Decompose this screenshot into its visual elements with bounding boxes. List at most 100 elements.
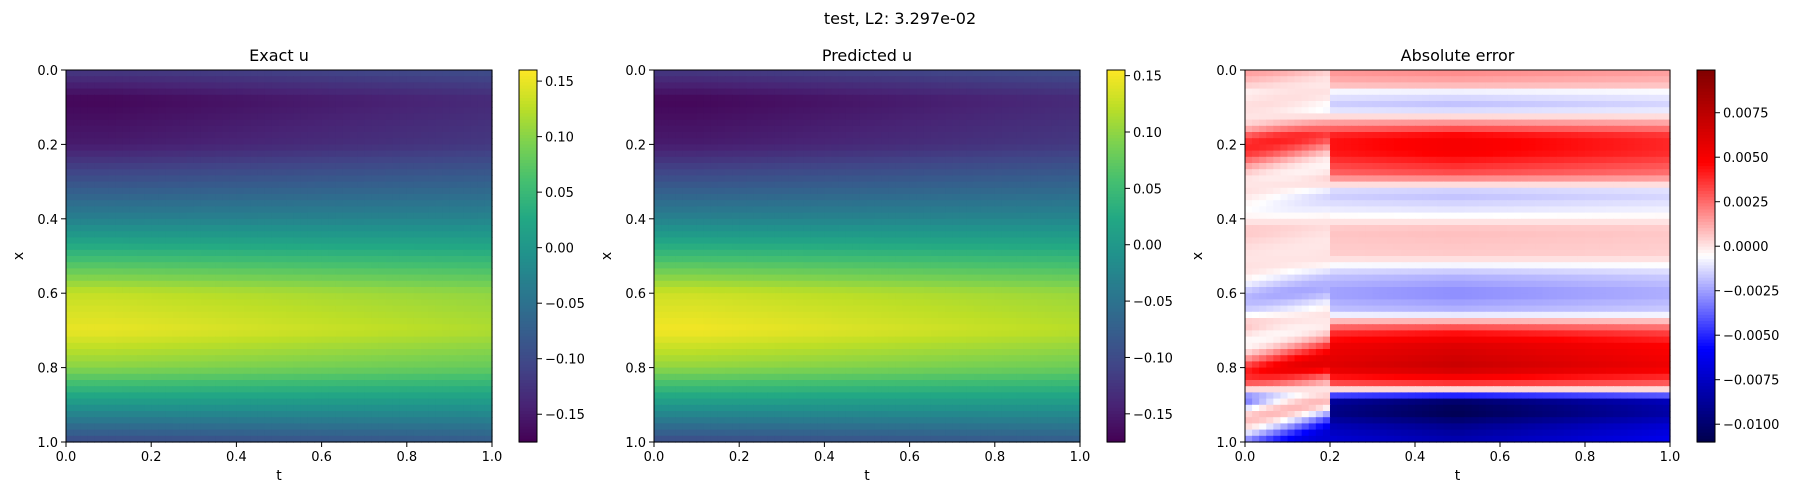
heatmap-cell: [321, 349, 330, 356]
heatmap-cell: [229, 287, 237, 294]
heatmap-cell: [357, 175, 365, 183]
heatmap-cell: [845, 107, 854, 114]
heatmap-cell: [200, 342, 209, 350]
heatmap-cell: [1030, 70, 1038, 77]
heatmap-cell: [874, 101, 882, 108]
heatmap-cell: [179, 423, 188, 431]
heatmap-cell: [264, 355, 273, 362]
heatmap-cell: [1037, 113, 1046, 121]
heatmap-cell: [668, 70, 676, 77]
heatmap-cell: [229, 225, 237, 232]
heatmap-cell: [208, 361, 216, 369]
heatmap-cell: [399, 107, 408, 114]
heatmap-cell: [222, 107, 230, 114]
heatmap-cell: [94, 423, 103, 431]
heatmap-cell: [654, 163, 662, 170]
heatmap-cell: [463, 355, 472, 362]
heatmap-cell: [392, 231, 401, 238]
heatmap-cell: [158, 169, 166, 176]
heatmap-cell: [286, 70, 294, 77]
heatmap-cell: [257, 249, 266, 257]
heatmap-cell: [179, 262, 188, 269]
heatmap-cell: [421, 94, 429, 102]
heatmap-cell: [746, 187, 754, 195]
y-tick-label: 0.2: [37, 138, 58, 153]
heatmap-cell: [165, 132, 174, 139]
heatmap-cell: [328, 101, 337, 108]
heatmap-cell: [286, 138, 294, 145]
heatmap-cell: [186, 435, 195, 443]
heatmap-cell: [236, 411, 245, 418]
colorbar-swatch: [519, 352, 537, 356]
heatmap-cell: [1072, 181, 1081, 189]
heatmap-cell: [484, 274, 493, 282]
heatmap-cell: [916, 175, 925, 183]
heatmap-cell: [293, 101, 301, 108]
heatmap-cell: [328, 181, 337, 189]
heatmap-cell: [413, 386, 422, 393]
heatmap-cell: [151, 355, 159, 362]
heatmap-cell: [399, 373, 408, 381]
heatmap-cell: [364, 367, 372, 375]
heatmap-cell: [94, 367, 103, 375]
heatmap-cell: [406, 169, 415, 176]
heatmap-cell: [406, 237, 415, 245]
heatmap-cell: [413, 169, 422, 176]
heatmap-cell: [101, 299, 110, 307]
heatmap-cell: [421, 206, 429, 214]
heatmap-cell: [357, 125, 365, 133]
heatmap-cell: [101, 243, 110, 251]
heatmap-cell: [392, 88, 401, 96]
heatmap-cell: [859, 156, 868, 164]
heatmap-cell: [165, 225, 174, 232]
colorbar-swatch: [519, 194, 537, 198]
heatmap-cell: [796, 70, 804, 77]
heatmap-cell: [342, 330, 351, 338]
heatmap-cell: [435, 212, 443, 220]
heatmap-cell: [215, 311, 223, 319]
heatmap-cell: [668, 82, 676, 90]
heatmap-cell: [428, 113, 436, 121]
heatmap-cell: [406, 181, 415, 189]
heatmap-cell: [1016, 107, 1024, 114]
heatmap-cell: [137, 156, 145, 164]
heatmap-cell: [980, 132, 989, 139]
heatmap-cell: [229, 435, 237, 443]
heatmap-cell: [463, 150, 472, 158]
heatmap-cell: [151, 150, 159, 158]
heatmap-cell: [874, 181, 882, 189]
heatmap-cell: [449, 380, 458, 387]
heatmap-cell: [378, 324, 387, 331]
heatmap-cell: [165, 101, 174, 108]
heatmap-cell: [364, 256, 372, 263]
heatmap-cell: [101, 342, 110, 350]
heatmap-cell: [845, 132, 854, 139]
heatmap-cell: [966, 138, 975, 145]
heatmap-cell: [342, 163, 351, 170]
heatmap-cell: [895, 94, 904, 102]
heatmap-cell: [442, 336, 450, 344]
heatmap-cell: [122, 349, 131, 356]
heatmap-cell: [682, 150, 691, 158]
heatmap-cell: [151, 212, 159, 220]
heatmap-cell: [378, 435, 387, 443]
heatmap-cell: [725, 150, 733, 158]
heatmap-cell: [342, 361, 351, 369]
heatmap-cell: [250, 187, 259, 195]
heatmap-cell: [129, 386, 138, 393]
heatmap-cell: [94, 361, 103, 369]
heatmap-cell: [94, 268, 103, 276]
colorbar-swatch: [519, 132, 537, 136]
heatmap-cell: [760, 125, 769, 133]
heatmap-cell: [314, 119, 323, 127]
heatmap-cell: [122, 144, 131, 152]
heatmap-cell: [428, 88, 436, 96]
heatmap-cell: [803, 101, 811, 108]
heatmap-cell: [378, 125, 387, 133]
heatmap-cell: [845, 144, 854, 152]
heatmap-cell: [470, 181, 479, 189]
heatmap-cell: [477, 132, 486, 139]
heatmap-cell: [73, 268, 81, 276]
heatmap-cell: [286, 380, 294, 387]
heatmap-cell: [399, 268, 408, 276]
